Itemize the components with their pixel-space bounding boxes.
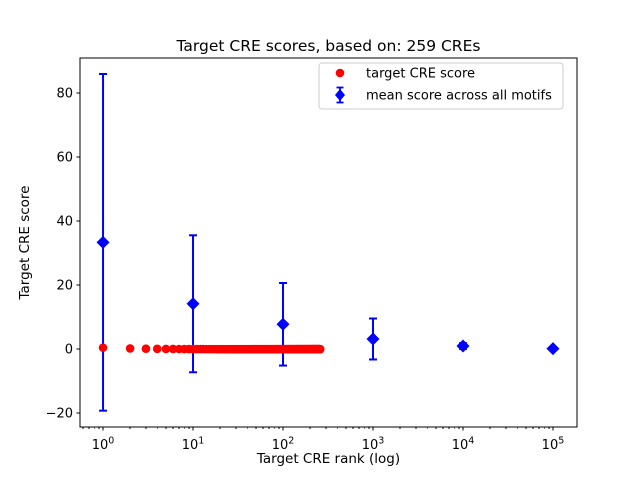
x-tick-label: 101 bbox=[182, 436, 205, 454]
x-tick-label: 100 bbox=[92, 436, 115, 454]
legend-entry-mean-score: mean score across all motifs bbox=[366, 89, 552, 104]
legend: target CRE score mean score across all m… bbox=[318, 62, 564, 110]
y-tick-label: 20 bbox=[56, 279, 73, 294]
y-tick-label: 0 bbox=[65, 343, 73, 358]
x-axis-label: Target CRE rank (log) bbox=[256, 451, 400, 467]
axes-frame bbox=[79, 57, 578, 428]
target-score-point bbox=[168, 344, 178, 354]
y-tick-label: −20 bbox=[46, 407, 73, 422]
y-tick-label: 80 bbox=[56, 87, 73, 102]
mean-score-errorbar-point bbox=[546, 342, 560, 356]
y-axis-ticks: −20 0 20 40 60 80 bbox=[46, 87, 80, 422]
target-score-point bbox=[161, 344, 171, 354]
target-score-point bbox=[315, 344, 325, 354]
x-tick-label: 105 bbox=[542, 436, 565, 454]
y-axis-label: Target CRE score bbox=[17, 186, 33, 301]
legend-box bbox=[318, 62, 564, 110]
legend-blue-diamond-errorbar-icon bbox=[335, 86, 345, 104]
y-tick-label: 60 bbox=[56, 151, 73, 166]
x-tick-label: 104 bbox=[452, 436, 475, 454]
y-tick-label: 40 bbox=[56, 215, 73, 230]
target-score-point bbox=[152, 344, 162, 354]
x-axis-ticks: 100 101 102 103 104 105 bbox=[82, 427, 565, 454]
legend-entry-target-score: target CRE score bbox=[366, 67, 475, 82]
mean-score-errorbar-point bbox=[366, 317, 380, 361]
target-score-point bbox=[141, 344, 151, 353]
target-score-point bbox=[98, 343, 108, 352]
mean-score-errorbar-point bbox=[96, 73, 110, 412]
mean-score-errorbar-series bbox=[96, 73, 560, 412]
mean-score-errorbar-point bbox=[456, 339, 470, 353]
chart-title: Target CRE scores, based on: 259 CREs bbox=[176, 37, 481, 55]
x-tick-label: 103 bbox=[362, 436, 385, 454]
x-tick-label: 102 bbox=[272, 436, 295, 454]
legend-red-circle-icon bbox=[335, 68, 345, 78]
target-score-point bbox=[125, 344, 135, 353]
target-score-scatter-series bbox=[98, 343, 325, 354]
